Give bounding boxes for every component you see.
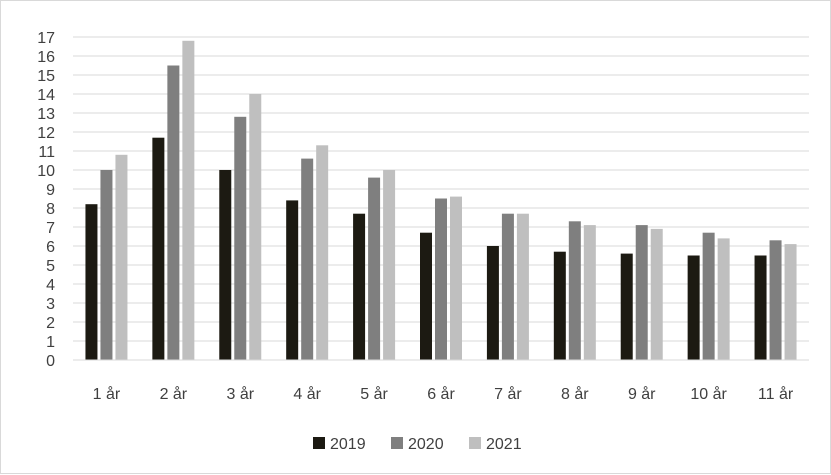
x-tick-label: 10 år — [690, 385, 727, 403]
bar-2020-3 — [234, 116, 247, 360]
y-tick-label: 15 — [37, 68, 55, 85]
bar-2021-5 — [383, 170, 396, 360]
y-tick-label: 16 — [37, 49, 55, 66]
y-tick-label: 14 — [37, 87, 55, 104]
bar-2021-10 — [717, 238, 730, 360]
bar-2021-7 — [516, 213, 529, 360]
x-tick-label: 3 år — [226, 385, 254, 403]
bar-2021-8 — [583, 225, 596, 360]
bar-2021-11 — [784, 244, 797, 360]
bar-2021-2 — [182, 40, 195, 361]
y-tick-label: 17 — [37, 30, 55, 47]
y-tick-label: 13 — [37, 106, 55, 123]
bar-2020-7 — [501, 213, 514, 360]
x-tick-label: 2 år — [160, 385, 188, 403]
legend-label-2020: 2020 — [408, 436, 444, 453]
bar-2020-10 — [702, 232, 715, 360]
bar-2019-6 — [420, 232, 432, 360]
bar-2021-6 — [450, 196, 462, 360]
y-tick-label: 5 — [46, 258, 55, 275]
bar-2021-4 — [316, 145, 329, 360]
bar-2019-11 — [754, 255, 767, 360]
y-tick-label: 3 — [46, 296, 55, 313]
x-axis-ticks: 1 år 2 år 3 år 4 år 5 år 6 år 7 år 8 år 9 år 10 å… — [93, 385, 794, 403]
y-tick-label: 4 — [46, 277, 55, 294]
bar-2019-4 — [286, 200, 299, 360]
bars — [85, 40, 797, 361]
x-tick-label: 7 år — [494, 385, 522, 403]
x-tick-label: 8 år — [561, 385, 589, 403]
x-tick-label: 9 år — [628, 385, 656, 403]
bar-2020-1 — [100, 170, 113, 360]
y-tick-label: 2 — [46, 315, 55, 332]
legend-label-2019: 2019 — [330, 436, 366, 453]
legend: 2019 2020 2021 — [313, 436, 522, 453]
bar-2019-1 — [85, 204, 98, 360]
y-tick-label: 6 — [46, 239, 55, 256]
bar-2020-5 — [368, 177, 381, 360]
x-tick-label: 6 år — [427, 385, 455, 403]
y-tick-label: 1 — [46, 334, 55, 351]
bar-2019-8 — [553, 251, 566, 360]
bar-2019-3 — [219, 170, 232, 360]
y-tick-label: 12 — [37, 125, 55, 142]
bar-2019-10 — [687, 255, 700, 360]
x-tick-label: 11 år — [758, 385, 794, 403]
bar-2019-5 — [353, 213, 366, 360]
bar-2020-8 — [568, 221, 581, 360]
bar-2019-7 — [486, 246, 499, 360]
bar-2019-2 — [152, 137, 165, 360]
x-tick-label: 5 år — [360, 385, 388, 403]
bar-2020-4 — [301, 158, 314, 360]
legend-swatch-2020 — [391, 437, 403, 449]
bar-2020-11 — [769, 240, 782, 360]
bar-2021-9 — [650, 228, 663, 360]
y-tick-label: 10 — [37, 163, 55, 180]
bar-2021-1 — [115, 154, 128, 360]
bar-2021-3 — [249, 94, 262, 360]
y-tick-label: 0 — [46, 353, 55, 370]
y-tick-label: 8 — [46, 201, 55, 218]
y-tick-label: 7 — [46, 220, 55, 237]
y-tick-label: 11 — [38, 144, 55, 161]
bar-2020-9 — [635, 225, 648, 360]
x-tick-label: 4 år — [293, 385, 321, 403]
bar-2020-2 — [167, 65, 180, 360]
bar-2019-9 — [620, 253, 633, 360]
bar-2020-6 — [435, 198, 447, 360]
legend-swatch-2021 — [469, 437, 481, 449]
legend-swatch-2019 — [313, 437, 325, 449]
x-tick-label: 1 år — [93, 385, 121, 403]
legend-label-2021: 2021 — [486, 436, 522, 453]
y-tick-label: 9 — [46, 182, 55, 199]
